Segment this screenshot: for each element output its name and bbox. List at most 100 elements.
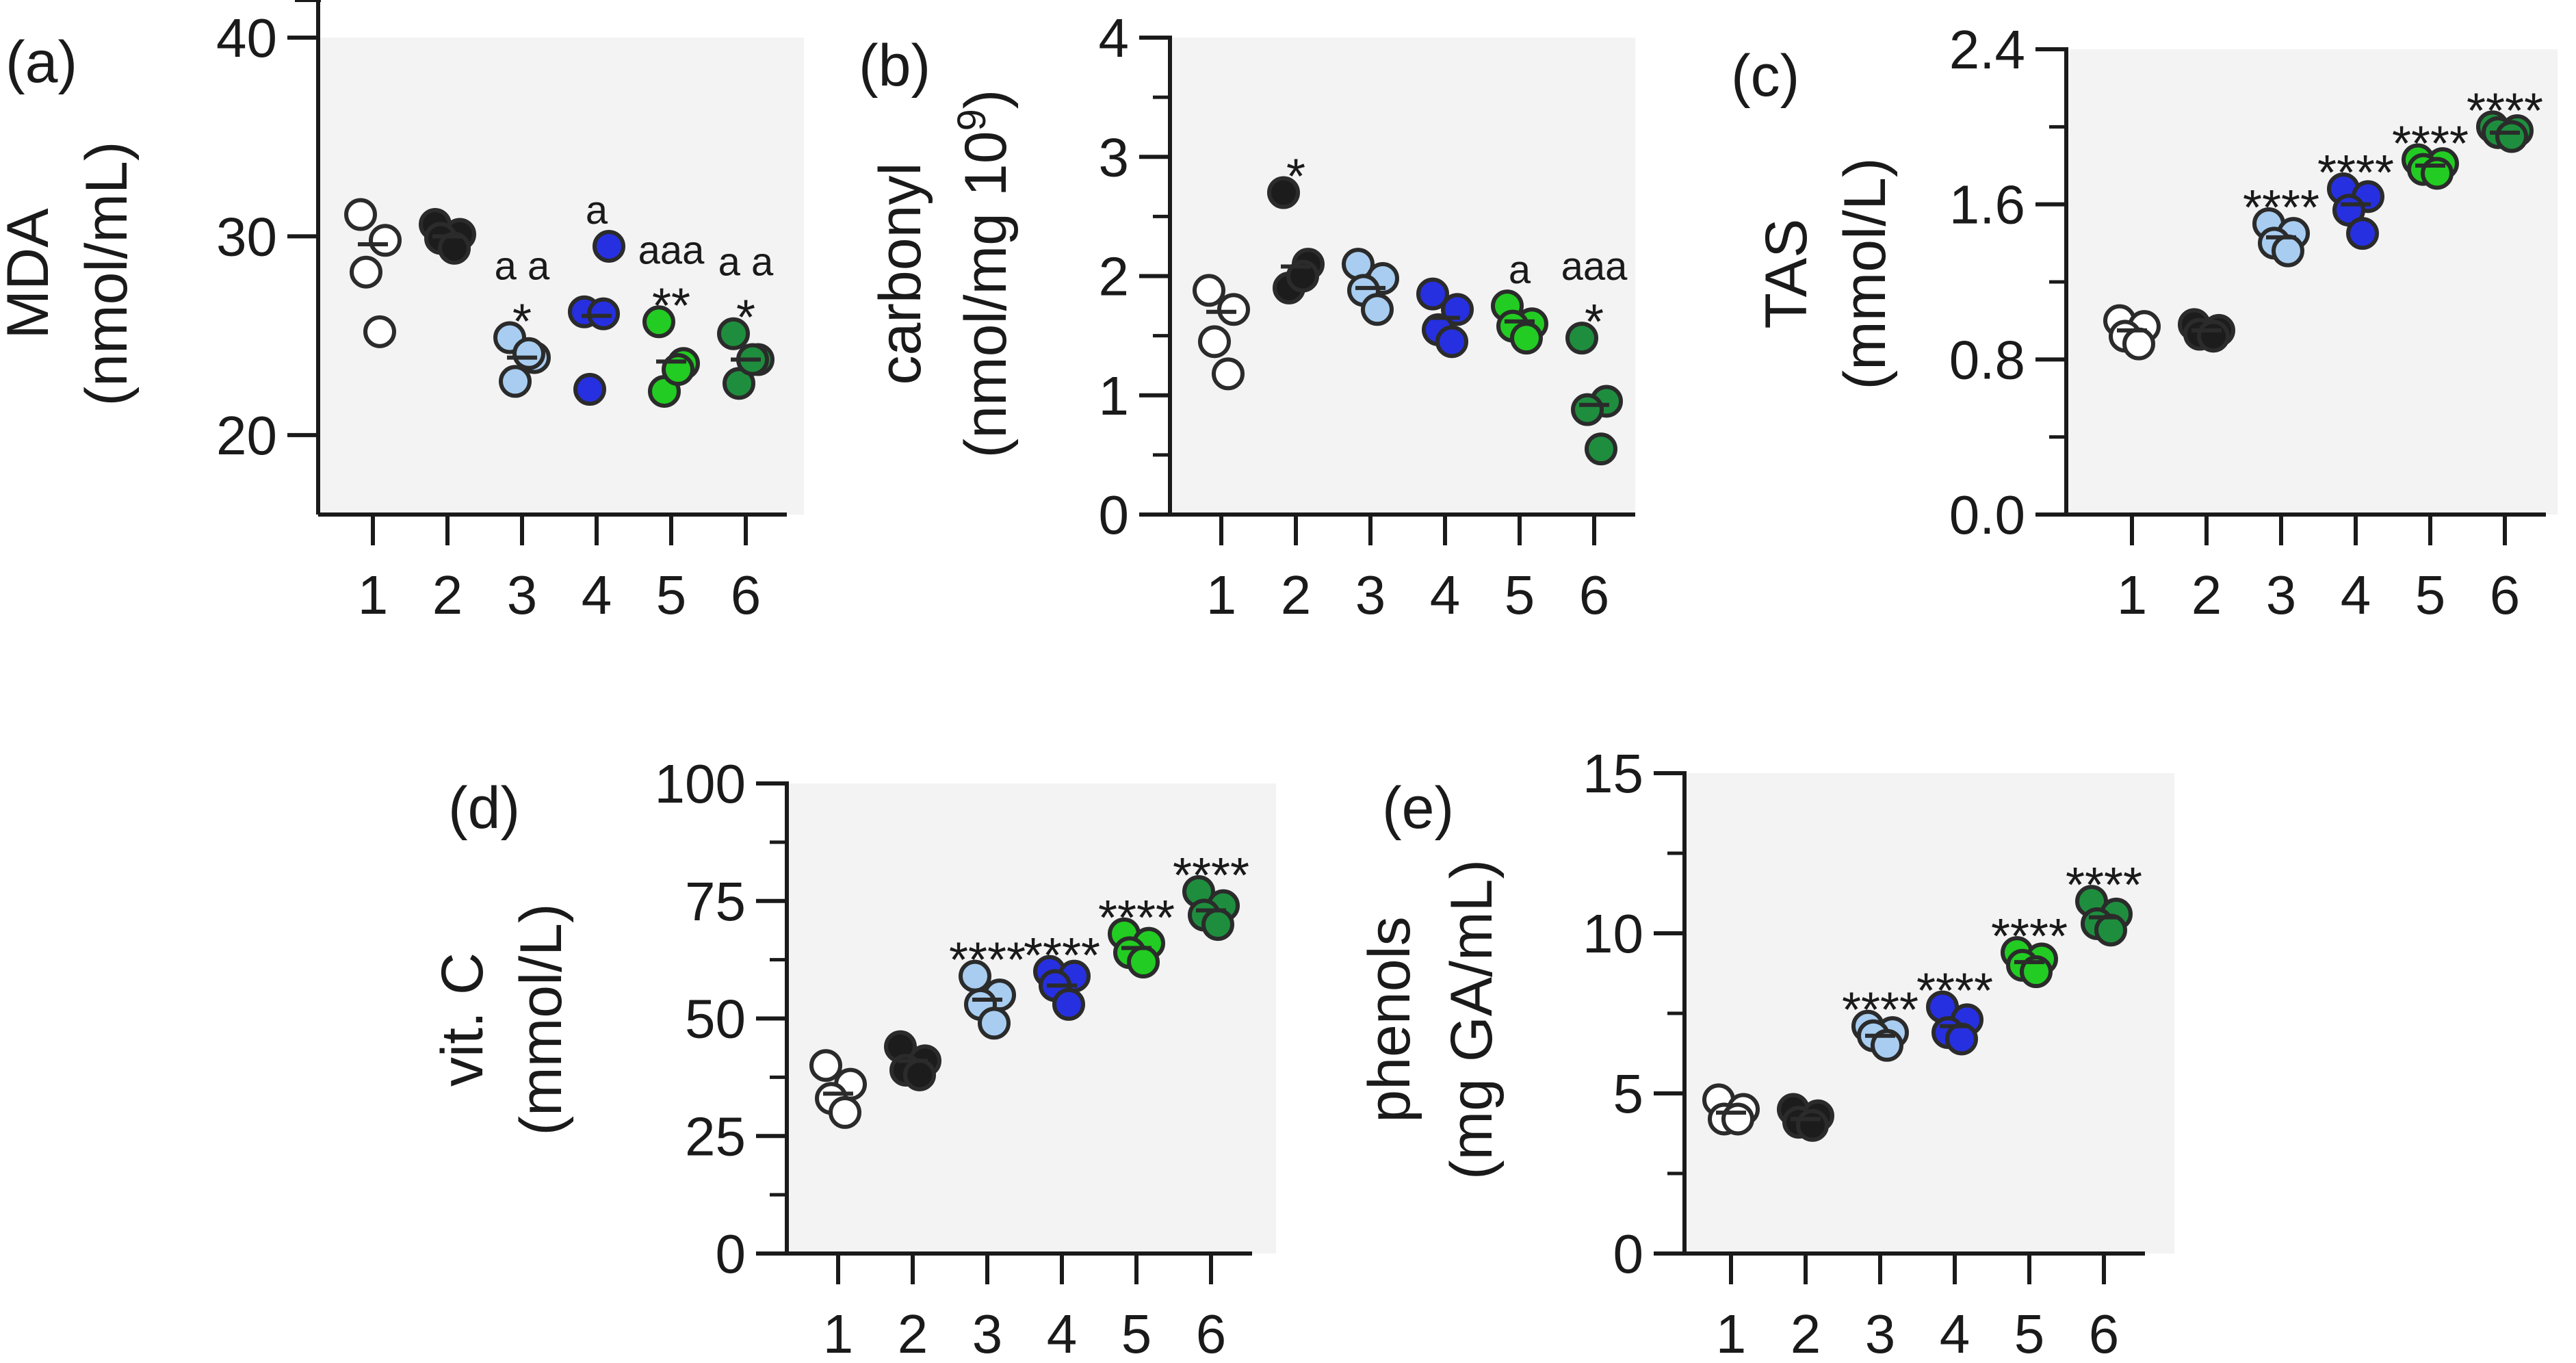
significance-star: ****: [1173, 848, 1249, 903]
data-point: [1201, 908, 1234, 942]
x-tick-label: 1: [1206, 564, 1237, 625]
data-point: [1217, 293, 1250, 326]
y-axis-title: phenols: [1357, 916, 1422, 1122]
x-tick-label: 4: [1047, 1303, 1078, 1363]
data-point: [2495, 120, 2528, 153]
data-point: [1212, 357, 1245, 391]
data-point: [573, 373, 606, 406]
data-point: [1945, 1022, 1978, 1056]
data-point: [1416, 277, 1449, 311]
significance-letter: aaa: [638, 228, 705, 272]
y-tick-label: 10: [1583, 903, 1643, 964]
data-point: [978, 1007, 1011, 1040]
data-point: [363, 315, 396, 348]
significance-star: ****: [2317, 146, 2394, 200]
plot-area: [2066, 49, 2558, 515]
significance-star: *: [1585, 295, 1604, 350]
y-tick-label: 0: [1099, 484, 1130, 545]
x-tick-label: 2: [898, 1303, 928, 1363]
significance-star: *: [512, 295, 532, 350]
y-tick-label: 0.0: [1949, 484, 2025, 545]
data-point: [662, 352, 694, 386]
x-tick-label: 4: [1430, 564, 1461, 625]
y-tick-label: 0: [1613, 1223, 1644, 1284]
panel-label: (a): [5, 29, 77, 95]
data-point: [1127, 946, 1160, 979]
data-point: [1361, 293, 1394, 326]
data-point: [809, 1049, 842, 1082]
data-point: [1193, 274, 1225, 307]
x-tick-label: 3: [1355, 564, 1386, 625]
y-tick-label: 3: [1099, 127, 1130, 187]
significance-star: ****: [2066, 858, 2142, 913]
x-tick-label: 5: [1505, 564, 1535, 625]
y-axis-unit: (nmol/mg 109): [950, 90, 1019, 458]
x-tick-label: 6: [1579, 564, 1610, 625]
data-point: [369, 224, 402, 257]
x-tick-label: 2: [432, 564, 463, 625]
x-tick-label: 3: [2266, 564, 2297, 625]
data-point: [1435, 325, 1468, 359]
significance-star: ****: [2392, 117, 2469, 172]
data-point: [1571, 393, 1604, 426]
x-tick-label: 1: [1716, 1303, 1747, 1363]
significance-letter: a a: [718, 240, 774, 285]
significance-letter: aaa: [1561, 244, 1628, 289]
data-point: [512, 337, 545, 370]
significance-letter: a: [586, 188, 608, 233]
x-tick-label: 5: [1121, 1303, 1152, 1363]
significance-star: *: [736, 291, 755, 346]
y-tick-label: 5: [1613, 1063, 1644, 1124]
data-point: [717, 317, 750, 350]
data-point: [2122, 327, 2155, 361]
data-point: [2094, 913, 2127, 947]
x-tick-label: 6: [2089, 1303, 2120, 1363]
x-tick-label: 4: [2341, 564, 2371, 625]
data-point: [1286, 259, 1319, 293]
y-tick-label: 0: [716, 1223, 746, 1284]
y-axis-unit: (mmol/L): [508, 903, 574, 1135]
data-point: [499, 365, 532, 398]
x-tick-label: 5: [2014, 1303, 2045, 1363]
data-point: [1198, 325, 1231, 359]
panel-a: 20 30 40 1 2 3 4 5 6 * a a a ** aaa * a a (a) MDA (nmol/mL…: [0, 0, 804, 625]
y-tick-label: 15: [1583, 743, 1643, 804]
x-tick-label: 3: [972, 1303, 1003, 1363]
data-point: [438, 231, 471, 265]
y-tick-label: 1.6: [1949, 174, 2025, 235]
y-tick-label: 25: [685, 1106, 746, 1167]
data-point: [1796, 1108, 1829, 1142]
y-axis-title: carbonyl: [868, 162, 933, 385]
data-point: [1871, 1028, 1903, 1062]
data-point: [642, 305, 675, 339]
significance-star: ****: [1098, 891, 1175, 946]
y-tick-label: 30: [216, 206, 277, 267]
significance-star: ****: [949, 933, 1026, 988]
data-point: [1267, 176, 1300, 209]
data-point: [903, 1058, 936, 1091]
data-point: [1052, 987, 1085, 1021]
y-tick-label: 1: [1099, 365, 1130, 426]
significance-star: ****: [2243, 181, 2319, 235]
y-tick-label: 0.8: [1949, 329, 2025, 390]
x-tick-label: 1: [823, 1303, 854, 1363]
x-tick-label: 2: [1791, 1303, 1821, 1363]
plot-area: [318, 38, 804, 515]
y-axis-title: MDA: [0, 208, 61, 339]
significance-star: ****: [1024, 929, 1100, 983]
y-tick-label: 2.4: [1949, 19, 2025, 80]
y-axis-unit: (nmol/mL): [74, 141, 140, 406]
x-tick-label: 2: [2191, 564, 2222, 625]
data-point: [593, 229, 625, 263]
panel-label: (c): [1731, 43, 1799, 109]
x-tick-label: 5: [2415, 564, 2446, 625]
x-tick-label: 4: [582, 564, 612, 625]
significance-star: *: [1286, 150, 1305, 205]
y-tick-label: 2: [1099, 246, 1130, 307]
significance-letter: a: [1509, 248, 1531, 292]
data-point: [1565, 322, 1598, 355]
significance-star: ****: [1991, 909, 2068, 964]
